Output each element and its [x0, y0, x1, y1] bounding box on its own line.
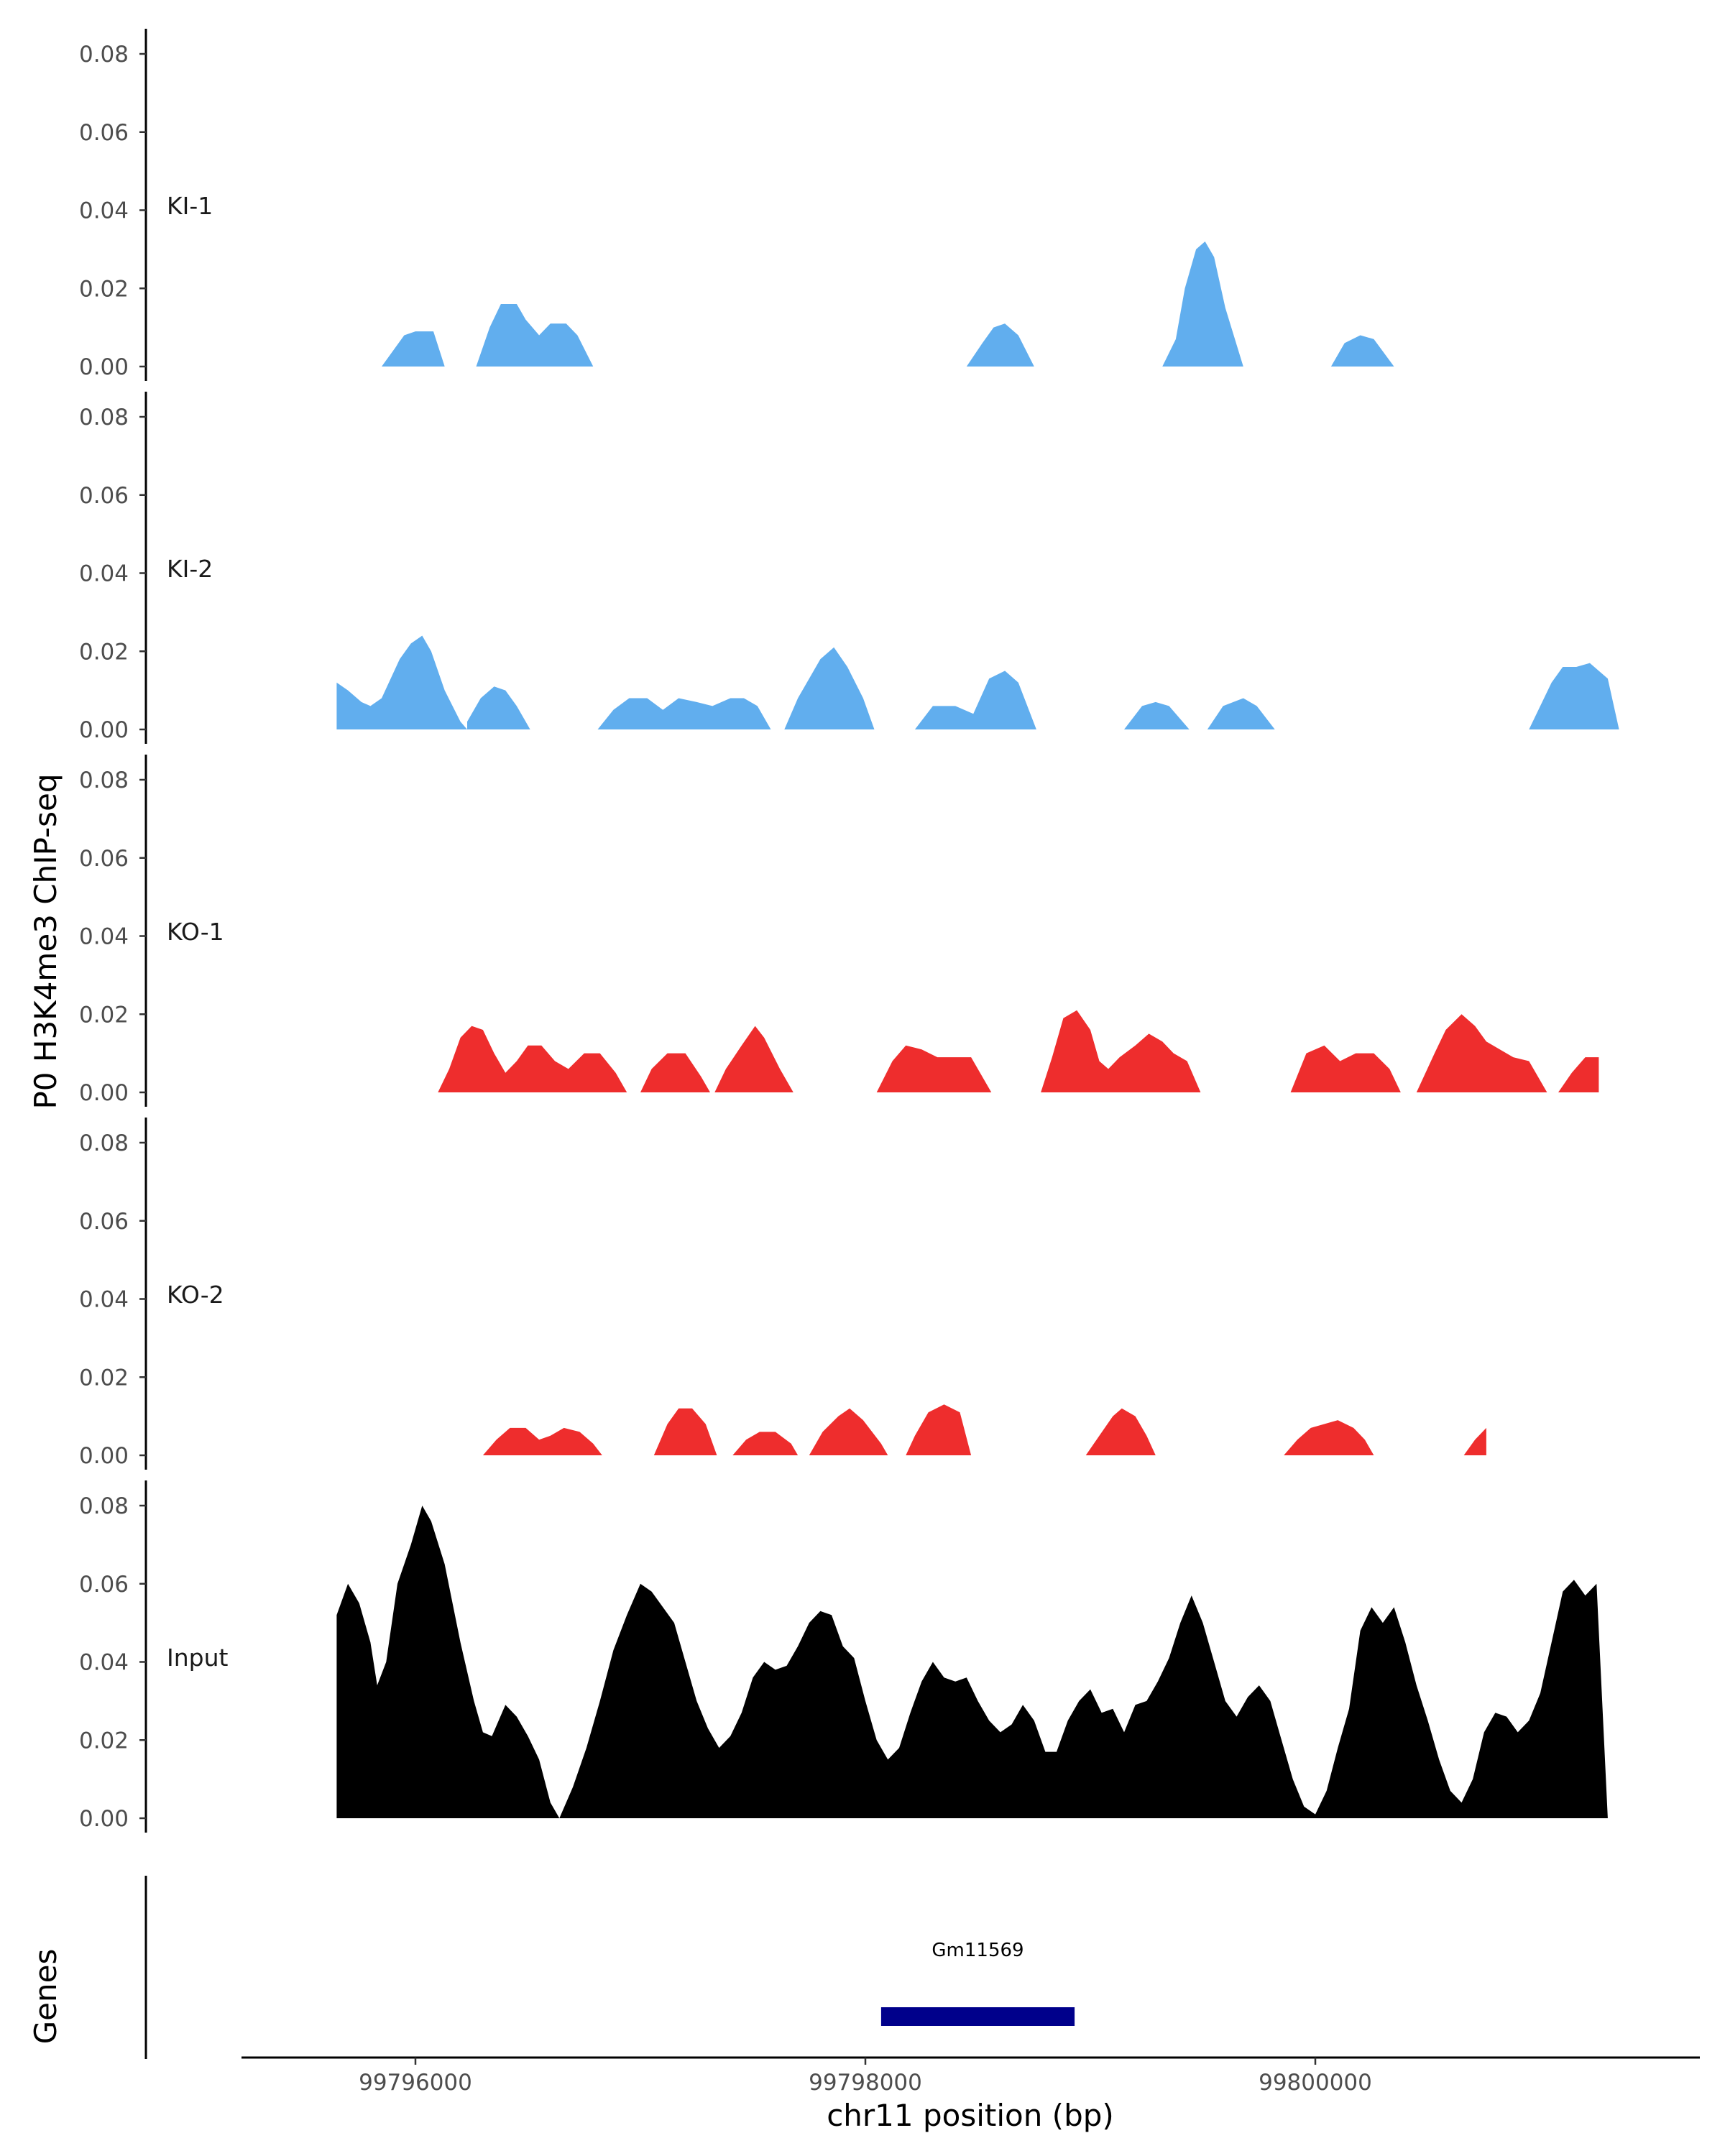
y-tick-label: 0.06 [79, 1572, 129, 1598]
track-ki-1: 0.00 0.02 0.04 0.06 0.08 KI-1 [79, 29, 1394, 381]
track-label: Input [167, 1644, 229, 1672]
x-tick-label: 99798000 [809, 2070, 922, 2096]
coverage-area-ki-1 [382, 241, 1394, 367]
coverage-area-ki-2 [336, 635, 1619, 729]
y-tick-label: 0.04 [79, 1287, 129, 1313]
y-tick-label: 0.06 [79, 1209, 129, 1235]
y-tick-label: 0.00 [79, 717, 129, 743]
gene-bar [880, 2007, 1075, 2026]
y-tick-label: 0.08 [79, 1493, 129, 1519]
y-tick-label: 0.04 [79, 561, 129, 587]
y-tick-label: 0.08 [79, 42, 129, 68]
y-tick-label: 0.04 [79, 1650, 129, 1676]
gene-label: Gm11569 [932, 1940, 1024, 1961]
y-tick-label: 0.02 [79, 1728, 129, 1754]
x-tick-label: 99796000 [359, 2070, 472, 2096]
coverage-area-ko-1 [438, 1010, 1599, 1092]
track-ko-2: 0.00 0.02 0.04 0.06 0.08 KO-2 [79, 1118, 1486, 1470]
y-axis-title: P0 H3K4me3 ChIP-seq [28, 773, 63, 1109]
y-tick-label: 0.08 [79, 1130, 129, 1156]
x-axis-title: chr11 position (bp) [827, 2098, 1114, 2133]
track-ko-1: 0.00 0.02 0.04 0.06 0.08 KO-1 [79, 755, 1599, 1107]
y-tick-label: 0.00 [79, 1443, 129, 1469]
y-tick-label: 0.04 [79, 198, 129, 224]
y-tick-label: 0.02 [79, 276, 129, 302]
coverage-area-input [336, 1506, 1608, 1818]
genes-axis-title: Genes [28, 1949, 63, 2045]
tracks-layer: 0.00 0.02 0.04 0.06 0.08 KI-1 0.00 0.02 0.04 0.06… [79, 29, 1619, 1833]
y-tick-label: 0.00 [79, 1080, 129, 1106]
y-tick-label: 0.06 [79, 846, 129, 872]
y-tick-label: 0.04 [79, 924, 129, 950]
x-tick-label: 99800000 [1259, 2070, 1372, 2096]
y-tick-label: 0.08 [79, 768, 129, 793]
coverage-area-ko-2 [482, 1404, 1486, 1455]
y-tick-label: 0.00 [79, 354, 129, 380]
y-tick-label: 0.08 [79, 405, 129, 430]
x-axis: 99796000 99798000 99800000 [242, 2056, 1700, 2096]
y-tick-label: 0.02 [79, 1002, 129, 1028]
y-tick-label: 0.02 [79, 639, 129, 665]
track-input: 0.00 0.02 0.04 0.06 0.08 Input [79, 1480, 1608, 1833]
track-label: KI-1 [167, 192, 213, 220]
track-label: KO-2 [167, 1281, 224, 1309]
y-tick-label: 0.02 [79, 1365, 129, 1391]
track-label: KO-1 [167, 918, 224, 946]
y-tick-label: 0.00 [79, 1806, 129, 1832]
track-ki-2: 0.00 0.02 0.04 0.06 0.08 KI-2 [79, 392, 1619, 744]
gene-panel: Gm11569 [144, 1876, 1075, 2059]
y-tick-label: 0.06 [79, 483, 129, 509]
track-label: KI-2 [167, 555, 213, 583]
y-tick-label: 0.06 [79, 120, 129, 146]
